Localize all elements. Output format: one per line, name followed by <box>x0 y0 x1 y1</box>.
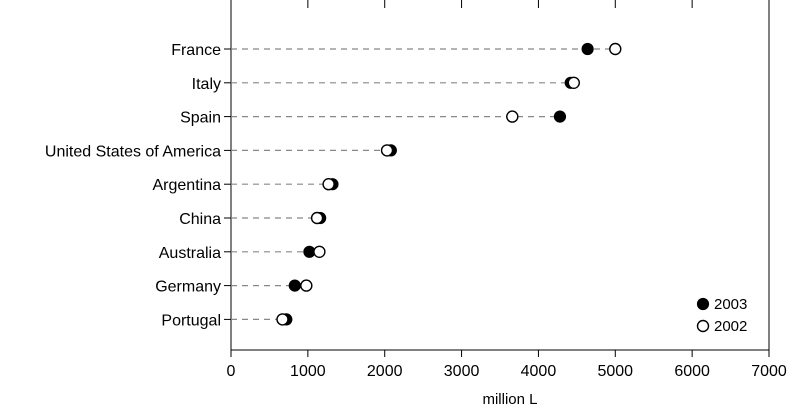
x-tick-label: 7000 <box>751 363 787 380</box>
category-label: France <box>171 42 221 59</box>
point-2003 <box>581 42 594 56</box>
x-axis-title: million L <box>482 391 537 408</box>
x-tick-label: 1000 <box>290 363 326 380</box>
category-label: Italy <box>192 76 221 93</box>
x-tick-label: 3000 <box>444 363 480 380</box>
point-2002 <box>313 245 326 259</box>
data-points <box>276 42 622 326</box>
top-axis-ticks <box>307 0 693 8</box>
legend-marker-2002 <box>696 319 710 333</box>
x-tick-label: 5000 <box>597 363 633 380</box>
point-2002 <box>322 177 335 191</box>
category-label: Argentina <box>153 177 222 194</box>
x-axis: 0 1000 2000 3000 4000 5000 6000 7000 <box>227 350 787 380</box>
category-label: Portugal <box>161 312 221 329</box>
point-2003 <box>553 110 567 123</box>
point-2002 <box>310 211 324 225</box>
point-2002 <box>506 110 519 123</box>
point-2002 <box>276 313 289 326</box>
category-label: Germany <box>155 279 221 296</box>
point-2002 <box>300 279 313 292</box>
category-label: China <box>179 211 221 228</box>
point-2002 <box>380 144 394 157</box>
category-labels: France Italy Spain United States of America… <box>45 42 231 329</box>
legend-marker-2003 <box>696 297 710 311</box>
x-tick-label: 2000 <box>367 363 403 380</box>
x-tick-label: 6000 <box>674 363 710 380</box>
x-tick-label: 4000 <box>521 363 557 380</box>
legend-label-2003: 2003 <box>714 296 747 313</box>
category-label: Spain <box>180 110 221 127</box>
category-label: United States of America <box>45 143 221 160</box>
point-2002 <box>567 76 580 90</box>
point-2002 <box>609 42 622 56</box>
leader-lines <box>231 48 616 320</box>
legend-label-2002: 2002 <box>714 318 747 335</box>
legend: 2003 2002 <box>696 296 747 335</box>
x-tick-label: 0 <box>227 363 236 380</box>
plot-frame <box>230 0 770 351</box>
category-label: Australia <box>159 245 221 262</box>
point-2003 <box>288 279 301 292</box>
